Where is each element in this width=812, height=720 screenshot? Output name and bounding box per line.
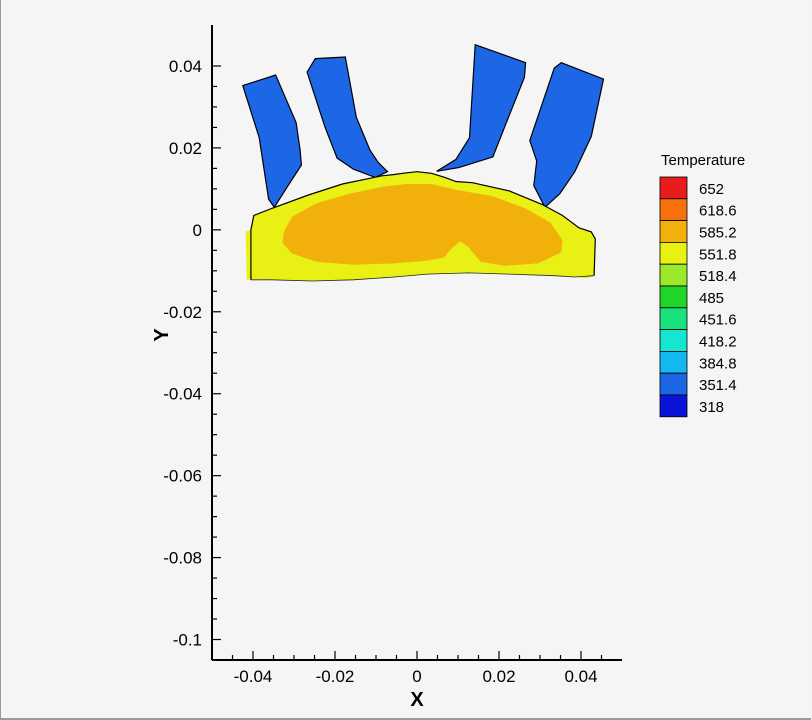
legend-label: 485: [699, 290, 724, 307]
contour-region-port-right-2: [529, 62, 605, 209]
x-tick-label: -0.04: [234, 667, 273, 686]
y-tick-label: -0.1: [173, 631, 202, 650]
y-tick-label: -0.02: [163, 303, 202, 322]
y-ticks: 0.04 0.02 0 -0.02 -0.04 -0.06 -0.08 -0.1: [163, 57, 221, 650]
y-tick-label: 0.04: [169, 57, 202, 76]
x-tick-label: -0.02: [316, 667, 355, 686]
y-tick-label: -0.08: [163, 549, 202, 568]
legend-swatch: [659, 263, 688, 287]
legend-label: 451.6: [699, 312, 737, 329]
legend-label: 551.8: [699, 246, 737, 263]
legend-swatch: [659, 176, 688, 200]
x-tick-label: 0.04: [564, 667, 597, 686]
x-tick-label: 0.02: [482, 667, 515, 686]
legend-title: Temperature: [661, 152, 745, 169]
legend-swatch: [659, 220, 688, 243]
legend-swatch: [659, 372, 688, 396]
y-tick-label: -0.06: [163, 467, 202, 486]
contour-region-port-left-1: [242, 74, 303, 209]
y-axis-title: Y: [151, 328, 173, 342]
legend-label: 618.6: [699, 203, 737, 220]
legend-label: 418.2: [699, 334, 737, 351]
chamber-outline: [250, 171, 596, 280]
legend-label: 518.4: [699, 268, 737, 285]
legend: Temperature 652 618.6 585.2 551.8 518.4 485 45…: [659, 152, 745, 418]
legend-swatch: [659, 285, 688, 309]
chamber-bottom-edge: [250, 272, 595, 282]
legend-label: 652: [699, 181, 724, 198]
contour-regions: [242, 43, 605, 281]
legend-swatch: [659, 329, 688, 352]
y-tick-label: -0.04: [163, 385, 202, 404]
legend-swatch: [659, 307, 688, 330]
legend-swatch: [659, 394, 688, 418]
legend-swatch: [659, 350, 688, 374]
legend-label: 384.8: [699, 355, 737, 372]
region-outlines: [250, 171, 596, 282]
legend-swatch: [659, 241, 688, 265]
legend-label: 351.4: [699, 377, 737, 394]
legend-items: 652 618.6 585.2 551.8 518.4 485 451.6 418.2 384.…: [659, 176, 737, 418]
y-tick-label: 0: [193, 221, 202, 240]
contour-region-port-left-2: [306, 56, 389, 179]
x-axis-title: X: [410, 689, 424, 711]
x-ticks: -0.04 -0.02 0 0.02 0.04: [231, 651, 603, 686]
x-tick-label: 0: [412, 667, 421, 686]
y-tick-label: 0.02: [169, 139, 202, 158]
legend-label: 318: [699, 399, 724, 416]
contour-region-port-right-1: [436, 43, 527, 172]
legend-label: 585.2: [699, 225, 737, 242]
legend-swatch: [659, 198, 688, 222]
contour-region-chamber-core: [282, 184, 563, 266]
